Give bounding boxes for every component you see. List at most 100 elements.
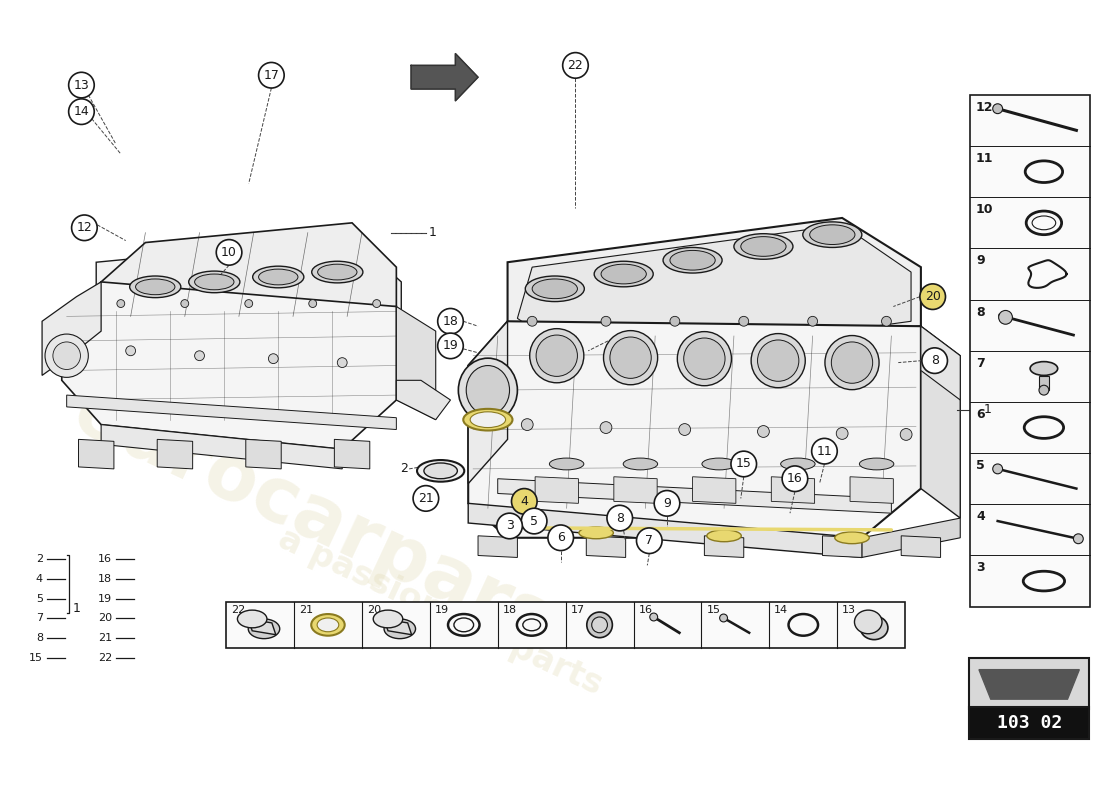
Circle shape [258,62,284,88]
Polygon shape [157,439,192,469]
Polygon shape [771,477,815,503]
Text: 21: 21 [418,492,433,505]
Text: 19: 19 [434,605,449,614]
Polygon shape [384,619,411,634]
Circle shape [117,300,124,307]
Polygon shape [62,282,396,450]
Text: 18: 18 [503,605,517,614]
Polygon shape [921,326,960,518]
Circle shape [414,486,439,511]
Text: 5: 5 [530,514,538,527]
Circle shape [1040,386,1048,395]
Bar [969,658,1089,709]
Circle shape [527,316,537,326]
Polygon shape [586,536,626,558]
Circle shape [920,284,946,310]
Circle shape [125,346,135,356]
Circle shape [881,316,891,326]
Text: 21: 21 [299,605,314,614]
Text: 12: 12 [77,222,92,234]
Circle shape [670,316,680,326]
Text: 2: 2 [400,462,408,475]
Circle shape [999,310,1012,324]
Circle shape [438,333,463,358]
Text: 18: 18 [442,314,459,328]
Text: 10: 10 [221,246,236,259]
Ellipse shape [594,262,653,287]
Text: 14: 14 [74,105,89,118]
Circle shape [992,104,1002,114]
Ellipse shape [825,335,879,390]
Polygon shape [245,439,282,469]
Text: 12: 12 [976,101,993,114]
Text: 22: 22 [568,59,583,72]
Text: 3: 3 [976,562,984,574]
Circle shape [217,239,242,265]
Circle shape [739,316,749,326]
Ellipse shape [740,237,786,256]
Polygon shape [850,477,893,503]
Circle shape [654,490,680,516]
Text: 2: 2 [36,554,43,565]
Ellipse shape [258,269,298,285]
Ellipse shape [130,276,180,298]
Text: 3: 3 [506,519,514,533]
Bar [1040,376,1048,390]
Polygon shape [901,536,940,558]
Circle shape [812,438,837,464]
Ellipse shape [832,342,872,383]
Polygon shape [497,478,891,513]
Text: 8: 8 [976,306,984,318]
Polygon shape [469,322,507,484]
Ellipse shape [470,412,506,427]
Ellipse shape [373,610,403,628]
Polygon shape [396,380,451,420]
Circle shape [72,215,97,241]
Text: 17: 17 [263,69,279,82]
Circle shape [45,334,88,378]
Ellipse shape [707,530,741,542]
Bar [969,707,1089,738]
Polygon shape [411,54,478,101]
Text: 9: 9 [976,254,984,267]
Circle shape [922,348,947,374]
Text: 7: 7 [976,357,984,370]
Ellipse shape [860,616,888,640]
Text: 13: 13 [74,78,89,91]
Polygon shape [535,477,579,503]
Circle shape [68,72,95,98]
Polygon shape [507,218,921,370]
Ellipse shape [810,225,855,245]
Polygon shape [704,536,744,558]
Text: 20: 20 [925,290,940,303]
Text: 7: 7 [646,534,653,547]
Text: 1: 1 [429,226,437,239]
Polygon shape [334,439,370,469]
Circle shape [807,316,817,326]
Circle shape [732,451,757,477]
Ellipse shape [592,617,607,633]
Bar [227,602,905,648]
Ellipse shape [549,458,584,470]
Ellipse shape [859,458,894,470]
Circle shape [601,316,610,326]
Text: 15: 15 [706,605,721,614]
Circle shape [992,464,1002,474]
Ellipse shape [189,271,240,293]
Ellipse shape [417,460,464,482]
Ellipse shape [530,329,584,382]
Text: 11: 11 [816,445,833,458]
Ellipse shape [463,409,513,430]
Ellipse shape [684,338,725,379]
Circle shape [758,426,769,438]
Text: 103 02: 103 02 [997,714,1062,732]
Text: 20: 20 [98,614,112,623]
Circle shape [1074,534,1084,544]
Polygon shape [979,670,1079,699]
Text: 17: 17 [571,605,585,614]
Text: 15: 15 [736,458,751,470]
Polygon shape [517,225,911,366]
Circle shape [637,528,662,554]
Bar [970,95,1090,606]
Ellipse shape [803,222,861,247]
